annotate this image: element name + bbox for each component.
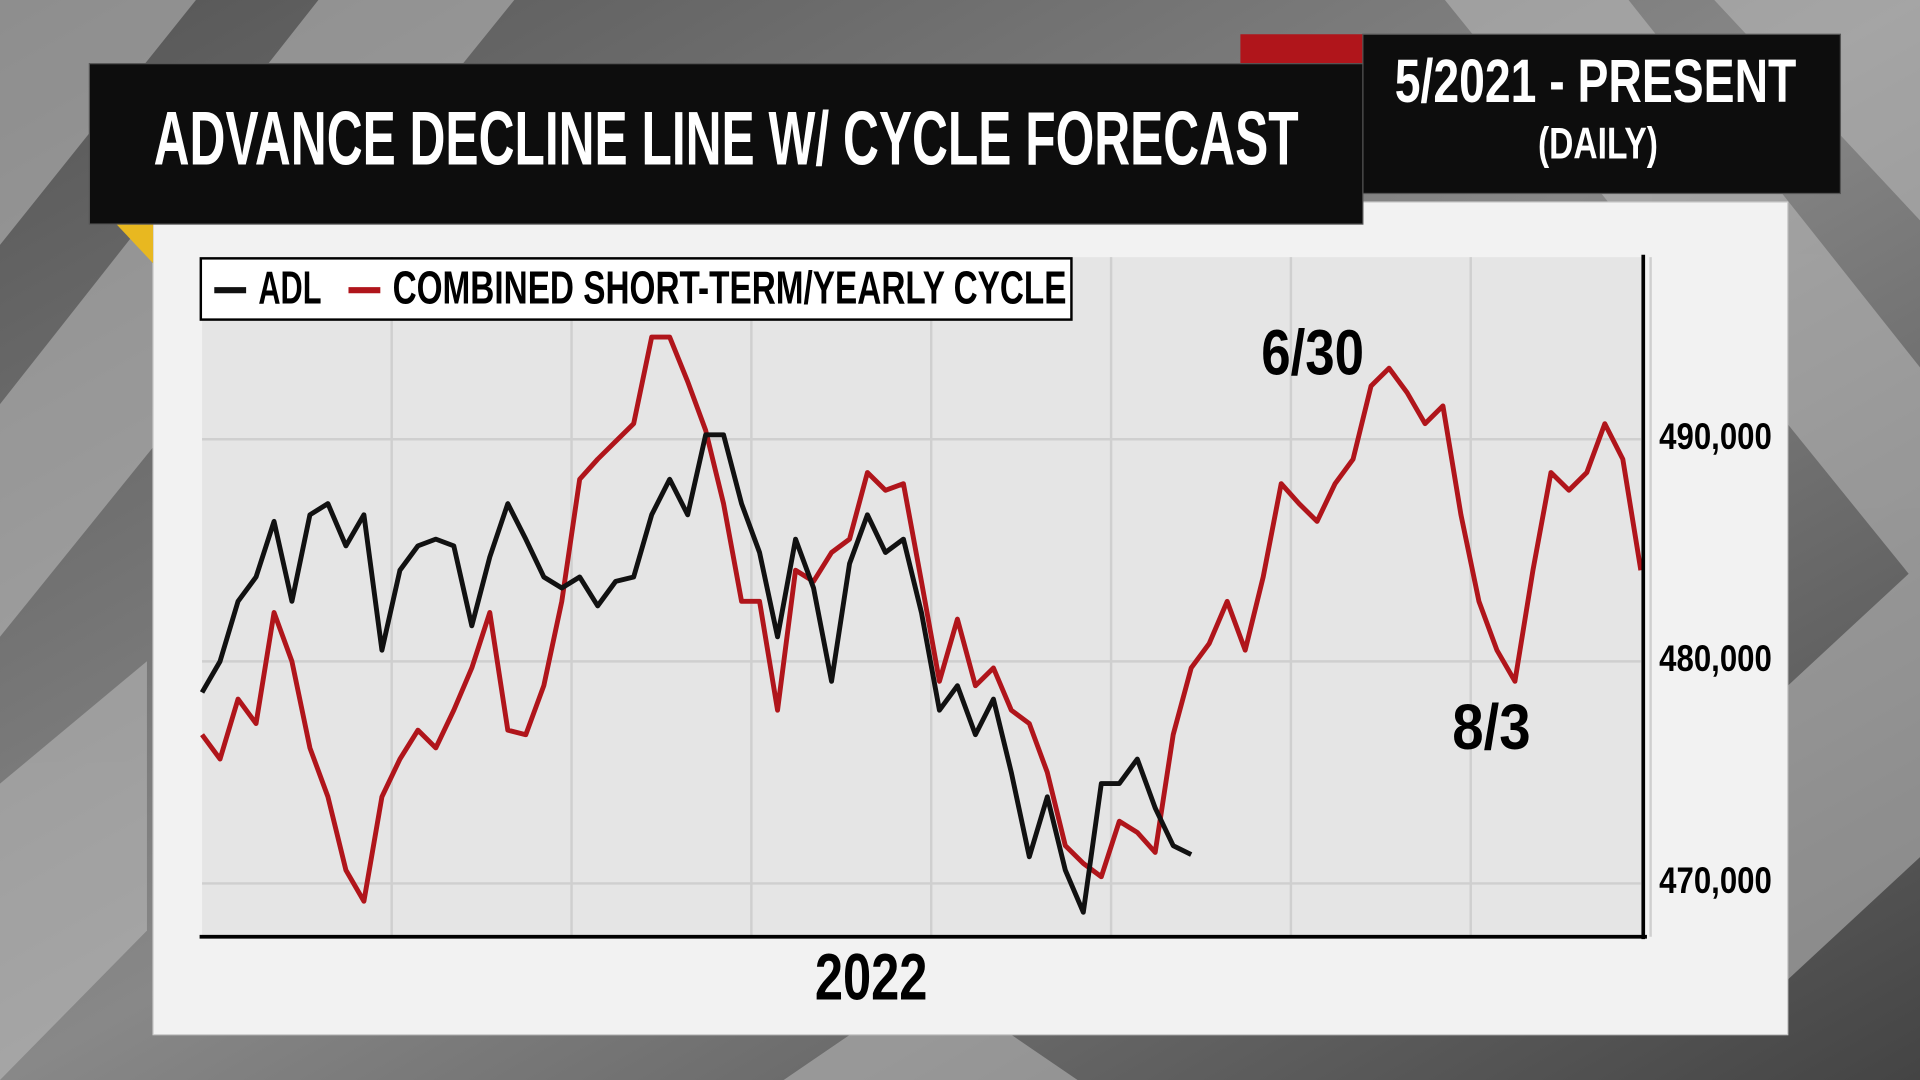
- y-tick-label: 480,000: [1659, 638, 1772, 679]
- legend-label: ADL: [258, 262, 321, 314]
- y-tick-label: 470,000: [1659, 860, 1772, 901]
- legend-box: [199, 257, 1073, 321]
- annotation: 8/3: [1452, 692, 1530, 763]
- annotation: 6/30: [1261, 317, 1364, 388]
- lines: [199, 334, 1644, 915]
- title-banner: [88, 63, 1364, 225]
- series-line: [199, 432, 1193, 915]
- period-banner: [1362, 33, 1842, 195]
- accent-red: [1240, 34, 1363, 64]
- legend: ADL COMBINED SHORT-TERM/YEARLY CYCLE: [199, 257, 1073, 321]
- chart-title: ADVANCE DECLINE LINE W/ CYCLE FORECAST: [154, 97, 1299, 182]
- y-tick-label: 490,000: [1659, 416, 1772, 457]
- grid: [202, 257, 1652, 937]
- period: 5/2021 - PRESENT: [1395, 47, 1797, 115]
- series-line: [200, 334, 1644, 904]
- legend-label: COMBINED SHORT-TERM/YEARLY CYCLE: [393, 262, 1067, 314]
- x-tick-label: 2022: [815, 941, 928, 1015]
- frequency: (DAILY): [1538, 120, 1658, 169]
